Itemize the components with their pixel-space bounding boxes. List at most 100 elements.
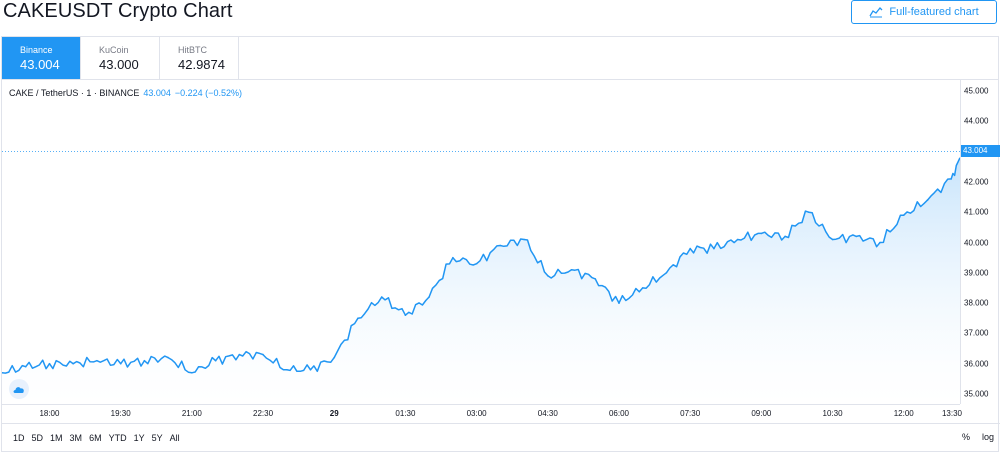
exchange-price: 43.004	[20, 57, 60, 72]
data-point	[499, 244, 502, 247]
data-point	[475, 262, 478, 265]
data-point	[950, 178, 952, 180]
data-point	[641, 287, 644, 289]
time-tick-label: 21:00	[181, 409, 202, 418]
data-point	[570, 269, 573, 271]
tab-kucoin[interactable]: KuCoin 43.000	[81, 37, 160, 79]
data-point	[665, 272, 668, 274]
range-all[interactable]: All	[169, 432, 180, 443]
data-point	[143, 359, 146, 362]
price-tick-label: 36.000	[964, 359, 989, 369]
tab-binance[interactable]: Binance 43.004	[2, 37, 81, 79]
scale-buttons: % log	[962, 432, 994, 442]
data-point	[784, 235, 786, 238]
range-1m[interactable]: 1M	[50, 432, 63, 443]
data-point	[855, 235, 858, 238]
range-3m[interactable]: 3M	[69, 432, 83, 443]
exchange-price: 43.000	[99, 57, 139, 72]
data-point	[2, 372, 3, 374]
data-point	[404, 314, 407, 316]
price-axis[interactable]: 45.00044.00043.00042.00041.00040.00039.0…	[960, 80, 1000, 404]
chart-legend: CAKE / TetherUS · 1 · BINANCE 43.004 −0.…	[9, 88, 242, 98]
time-tick-label: 04:30	[537, 409, 558, 418]
exchange-name: Binance	[20, 45, 53, 55]
data-point	[48, 362, 51, 365]
data-point	[618, 302, 620, 304]
data-point	[523, 238, 525, 241]
range-bar: 1D 5D 1M 3M 6M YTD 1Y 5Y All % log	[2, 423, 1000, 451]
price-tick-label: 37.000	[964, 328, 989, 338]
page-title: CAKEUSDT Crypto Chart	[3, 0, 233, 22]
data-point	[286, 369, 288, 371]
data-point	[96, 359, 98, 362]
tradingview-logo-icon[interactable]	[9, 379, 29, 399]
time-tick-label: 18:00	[39, 409, 60, 418]
time-tick-label: 22:30	[253, 409, 274, 418]
range-1y[interactable]: 1Y	[133, 432, 145, 443]
legend-price: 43.004	[143, 88, 171, 98]
data-point	[380, 296, 383, 298]
data-point	[24, 365, 27, 368]
data-point	[808, 211, 810, 213]
time-tick-label: 19:30	[110, 409, 131, 418]
time-tick-label: 12:00	[893, 409, 914, 418]
time-tick-label: 07:30	[680, 409, 701, 418]
time-tick-label: 06:00	[608, 409, 629, 418]
price-tick-label: 40.000	[964, 238, 989, 247]
range-5d[interactable]: 5D	[31, 432, 44, 443]
time-tick-label: 29	[329, 409, 339, 418]
price-area-fill	[2, 158, 960, 404]
exchange-tabs: Binance 43.004 KuCoin 43.000 HitBTC 42.9…	[2, 37, 998, 80]
data-point	[760, 232, 763, 235]
log-scale-toggle[interactable]: log	[981, 432, 994, 442]
exchange-name: HitBTC	[178, 45, 207, 55]
price-line-series	[2, 157, 960, 374]
time-axis[interactable]: 18:00 19:30 21:00 22:30 29 01:30 03:00 04:30 06:…	[2, 404, 963, 423]
data-point	[689, 247, 691, 250]
time-tick-label: 09:00	[751, 409, 772, 418]
data-point	[713, 247, 715, 250]
data-point	[167, 356, 169, 359]
data-point	[736, 238, 739, 241]
current-price-marker: 43.004	[961, 145, 1000, 158]
price-tick-label: 41.000	[964, 207, 989, 217]
price-tick-label: 44.000	[964, 116, 989, 126]
full-featured-chart-button[interactable]: Full-featured chart	[851, 0, 997, 24]
time-tick-label: 10:30	[822, 409, 843, 418]
price-tick-label: 35.000	[964, 389, 989, 399]
data-point	[72, 362, 74, 365]
data-point	[452, 256, 454, 259]
price-tick-label: 38.000	[964, 298, 989, 308]
data-point	[547, 275, 549, 277]
time-tick-label: 13:30	[941, 409, 963, 418]
legend-symbol: CAKE / TetherUS · 1 · BINANCE	[9, 88, 140, 98]
data-point	[309, 369, 312, 371]
time-tick-label: 01:30	[395, 409, 416, 418]
data-point	[357, 317, 359, 320]
exchange-name: KuCoin	[99, 45, 129, 55]
range-ytd[interactable]: YTD	[108, 432, 127, 443]
price-tick-label: 45.000	[964, 86, 989, 96]
data-point	[902, 214, 905, 216]
legend-change: −0.224 (−0.52%)	[174, 88, 242, 98]
tab-hitbtc[interactable]: HitBTC 42.9874	[160, 37, 239, 79]
data-point	[238, 353, 241, 356]
data-point	[214, 359, 217, 362]
range-5y[interactable]: 5Y	[151, 432, 163, 443]
data-point	[831, 238, 834, 241]
range-6m[interactable]: 6M	[89, 432, 102, 443]
data-point	[119, 362, 122, 365]
chart-area[interactable]: CAKE / TetherUS · 1 · BINANCE 43.004 −0.…	[2, 80, 960, 404]
data-point	[428, 296, 430, 298]
data-point	[879, 241, 881, 244]
exchange-price: 42.9874	[178, 57, 225, 72]
chart-line-icon	[869, 7, 883, 18]
chart-widget: Binance 43.004 KuCoin 43.000 HitBTC 42.9…	[1, 36, 1000, 452]
price-chart[interactable]	[2, 80, 960, 404]
data-point	[333, 356, 336, 359]
time-tick-label: 03:00	[466, 409, 487, 418]
data-point	[262, 353, 264, 356]
price-tick-label: 42.000	[964, 177, 989, 187]
percent-scale-toggle[interactable]: %	[961, 432, 970, 442]
range-1d[interactable]: 1D	[13, 432, 25, 443]
